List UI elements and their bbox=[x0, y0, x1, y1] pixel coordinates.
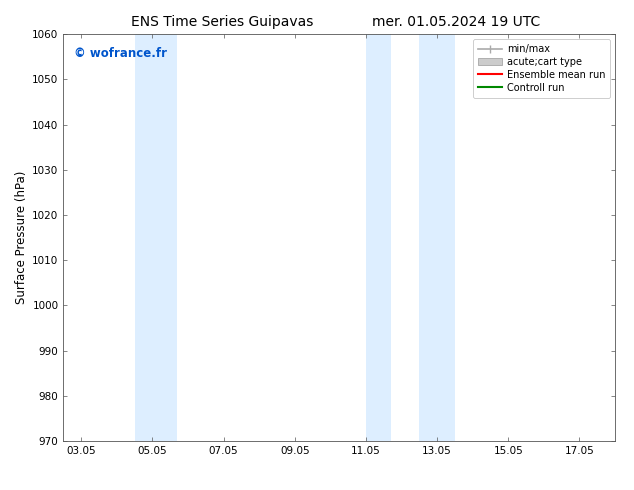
Bar bbox=[366, 34, 391, 441]
Text: ENS Time Series Guipavas: ENS Time Series Guipavas bbox=[131, 15, 313, 29]
Legend: min/max, acute;cart type, Ensemble mean run, Controll run: min/max, acute;cart type, Ensemble mean … bbox=[473, 39, 610, 98]
Text: mer. 01.05.2024 19 UTC: mer. 01.05.2024 19 UTC bbox=[372, 15, 541, 29]
Text: © wofrance.fr: © wofrance.fr bbox=[74, 47, 167, 59]
Bar bbox=[419, 34, 455, 441]
Y-axis label: Surface Pressure (hPa): Surface Pressure (hPa) bbox=[15, 171, 28, 304]
Bar bbox=[134, 34, 178, 441]
